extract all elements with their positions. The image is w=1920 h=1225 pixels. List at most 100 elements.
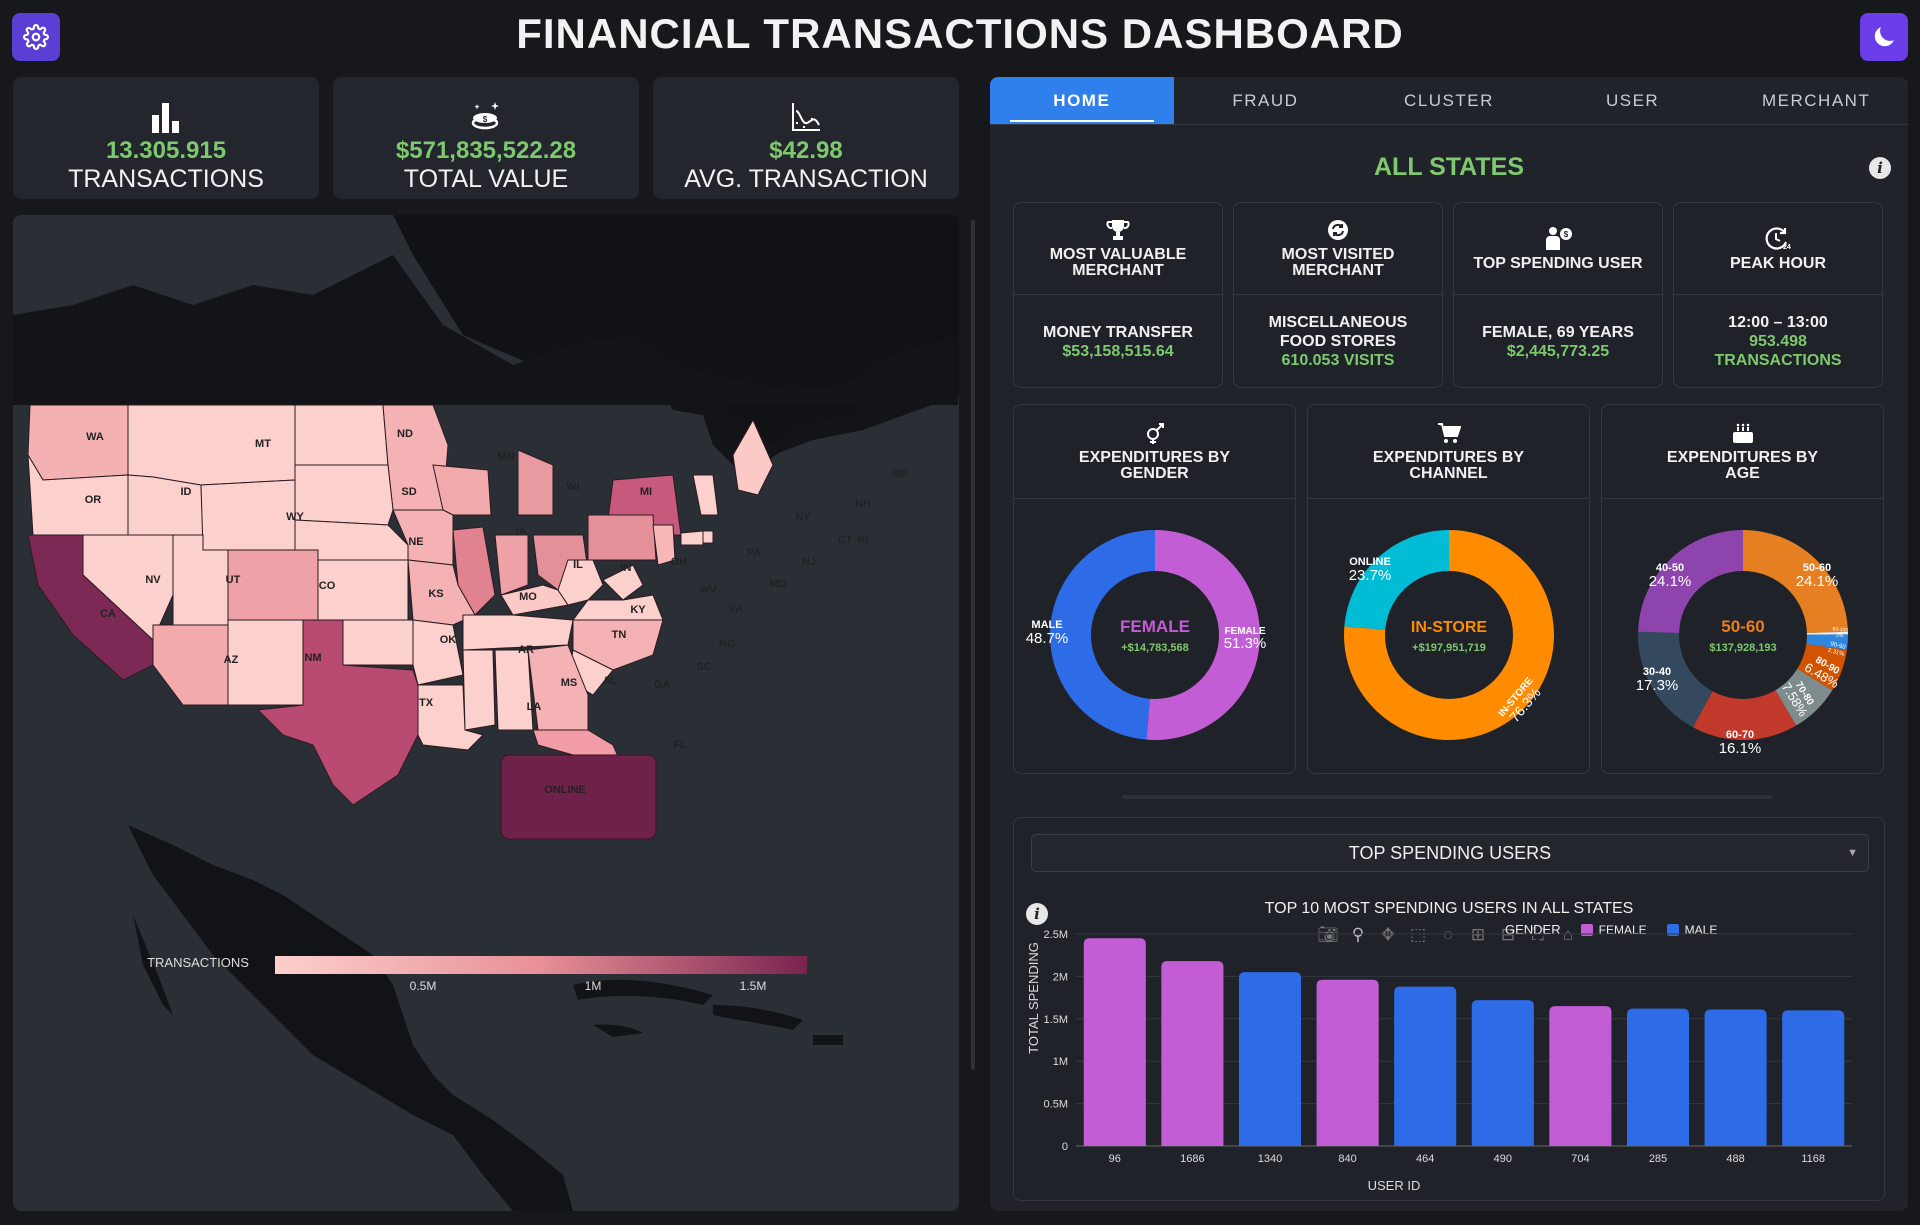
gear-icon [23,24,49,50]
pie-age-chart[interactable]: 50-60 $137,928,193 50-60 24.1% 40-50 24.… [1602,499,1885,773]
state-label: NC [719,638,735,650]
bar-user-704[interactable] [1549,1006,1612,1146]
kpi-label: TRANSACTIONS [68,165,264,193]
y-tick-labels: 0 0.5M 1M 1.5M 2M 2.5M [1044,929,1068,1153]
legend-label-male[interactable]: MALE [1684,922,1718,937]
bar-user-1168[interactable] [1782,1010,1845,1146]
slice-percent: 23.7% [1349,567,1392,584]
pie-title: EXPENDITURES BY [1078,448,1231,466]
tab-merchant[interactable]: MERCHANT [1762,91,1871,110]
slice-label: 50-60 [1803,562,1831,574]
home-icon[interactable]: ⌂ [1562,925,1574,944]
bar-user-840[interactable] [1316,979,1379,1146]
map-scrollbar[interactable] [971,220,975,1070]
zoom-icon[interactable]: ⚲ [1351,925,1365,944]
slice-label: 60-70 [1726,729,1754,741]
slice-label: 90-100 [1832,626,1848,633]
tab-cluster[interactable]: CLUSTER [1404,91,1494,110]
moon-icon [1874,27,1894,47]
horizontal-scrollbar[interactable] [1122,795,1772,799]
kpi-avg-transaction: $42.98 AVG. TRANSACTION [653,77,959,199]
state-label: OK [440,634,457,646]
state-label: TX [419,697,434,709]
bar-user-96[interactable] [1083,938,1146,1146]
state-label: WV [699,584,717,596]
tab-home[interactable]: HOME [990,77,1174,124]
bar-user-488[interactable] [1704,1009,1767,1146]
map-legend-tick: 0.5M [410,979,437,993]
coins-icon: $ [471,102,499,130]
x-tick-label: 464 [1416,1153,1434,1165]
bar-user-1340[interactable] [1238,972,1302,1146]
box-select-icon[interactable]: ⬚ [1409,925,1427,944]
bar-series [1083,938,1845,1146]
analysis-panel: HOME FRAUD CLUSTER USER MERCHANT ALL STA… [990,77,1908,1211]
kpi-label: AVG. TRANSACTION [684,165,928,193]
state-label: NH [855,498,871,510]
lasso-icon[interactable]: ◌ [1442,925,1454,944]
tab-user[interactable]: USER [1605,91,1660,110]
chevron-down-icon[interactable]: ▼ [1847,847,1858,859]
pan-icon[interactable]: ✥ [1380,925,1396,944]
info-icon[interactable]: i [1026,903,1048,925]
stat-card-most-valuable-merchant: MOST VALUABLE MERCHANT MONEY TRANSFER $5… [1013,202,1223,388]
state-label: IL [573,559,583,571]
state-label: ID [181,486,192,498]
state-label: OR [85,494,102,506]
slice-percent: 2% [1836,633,1844,640]
autoscale-icon[interactable]: ⛶ [1532,925,1544,944]
slice-label: 90-90 [1830,641,1847,651]
state-label: NY [795,511,811,523]
bar-chart-icon [152,103,179,133]
slice-percent: 24.1% [1796,573,1839,590]
theme-toggle-button[interactable] [1860,13,1908,61]
pie-title: CHANNEL [1409,464,1488,482]
zoom-out-icon[interactable]: ⊟ [1500,925,1516,944]
pie-title: EXPENDITURES BY [1666,448,1819,466]
us-choropleth-map[interactable]: WA MT ND MN ME OR ID WY SD WI MI NY NH N… [13,215,959,1211]
state-label: NM [304,652,321,664]
state-label: WY [286,511,304,523]
stat-title: PEAK HOUR [1729,254,1826,272]
tab-bar: HOME FRAUD CLUSTER USER MERCHANT [990,77,1908,125]
state-label: TN [612,629,627,641]
gender-icon [1146,422,1164,444]
stat-value: MONEY TRANSFER [1043,323,1193,341]
pie-gender-chart[interactable]: FEMALE +$14,783,568 FEMALE 51.3% MALE 48… [1014,499,1297,773]
bar-user-1686[interactable] [1161,961,1224,1146]
trophy-icon [1106,219,1130,240]
state-labels: WA MT ND MN ME OR ID WY SD WI MI NY NH N… [85,428,909,796]
state-label: LA [527,701,542,713]
pie-channel-chart[interactable]: IN-STORE +$197,951,719 ONLINE 23.7% IN-S… [1308,499,1591,773]
bar-user-490[interactable] [1471,1000,1534,1146]
state-label: AZ [224,654,239,666]
pie-center-value: +$14,783,568 [1121,642,1189,654]
state-label: PA [747,547,762,559]
state-layer[interactable] [27,404,774,840]
svg-text:24: 24 [1783,244,1791,250]
dropdown-value: TOP SPENDING USERS [1348,843,1552,863]
camera-icon[interactable]: 📷︎ [1317,925,1339,944]
chart-type-dropdown[interactable]: TOP SPENDING USERS ▼ [1031,834,1869,872]
scope-title: ALL STATES [1374,153,1524,181]
chart-title: TOP 10 MOST SPENDING USERS IN ALL STATES [1264,900,1634,917]
y-tick-label: 2.5M [1044,929,1068,941]
info-icon[interactable]: i [1869,157,1891,179]
legend-swatch-female[interactable] [1580,923,1593,936]
bar-user-285[interactable] [1626,1008,1690,1146]
settings-button[interactable] [12,13,60,61]
zoom-in-icon[interactable]: ⊞ [1470,925,1486,944]
slice-label: FEMALE [1224,626,1265,637]
clock-24-icon: 24 [1765,226,1791,250]
kpi-transactions: 13.305.915 TRANSACTIONS [13,77,319,199]
legend-swatch-male[interactable] [1666,923,1679,936]
tab-fraud[interactable]: FRAUD [1232,91,1299,110]
map-canvas[interactable]: WA MT ND MN ME OR ID WY SD WI MI NY NH N… [13,215,959,1211]
legend-label-female[interactable]: FEMALE [1598,922,1647,937]
pie-title: AGE [1725,464,1760,482]
legend-title: GENDER [1505,922,1561,937]
bar-user-464[interactable] [1394,986,1457,1146]
state-label: VA [729,603,744,615]
state-label: ND [397,428,413,440]
